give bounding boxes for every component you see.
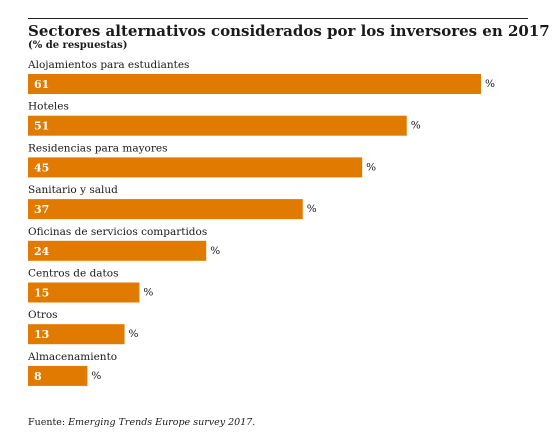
unit-label: %	[143, 287, 153, 299]
chart-subtitle: (% de respuestas)	[28, 40, 128, 51]
source-note: Fuente: Emerging Trends Europe survey 20…	[28, 417, 255, 428]
category-label: Residencias para mayores	[28, 142, 167, 154]
unit-label: %	[307, 203, 317, 215]
bar	[28, 282, 140, 303]
category-label: Oficinas de servicios compartidos	[28, 226, 207, 238]
category-label: Centros de datos	[28, 268, 118, 280]
bar	[28, 74, 481, 94]
category-label: Otros	[28, 309, 58, 321]
unit-label: %	[129, 328, 139, 340]
value-label: 51	[34, 120, 49, 133]
unit-label: %	[210, 245, 220, 257]
value-label: 13	[34, 328, 49, 341]
value-label: 24	[34, 245, 50, 258]
category-label: Almacenamiento	[27, 351, 117, 363]
bar	[28, 199, 303, 220]
value-label: 15	[34, 287, 49, 300]
source-prefix: Fuente:	[28, 417, 69, 428]
bar	[28, 115, 407, 136]
category-label: Sanitario y salud	[28, 184, 118, 196]
bar	[28, 240, 207, 261]
unit-label: %	[411, 120, 421, 132]
unit-label: %	[485, 78, 495, 90]
category-label: Alojamientos para estudiantes	[27, 59, 189, 71]
source-name: Emerging Trends Europe survey 2017.	[68, 417, 256, 428]
value-label: 37	[34, 203, 49, 216]
top-rule	[28, 18, 528, 19]
unit-label: %	[366, 161, 376, 173]
value-label: 61	[34, 78, 49, 91]
unit-label: %	[91, 370, 101, 382]
bar	[28, 365, 88, 386]
bar	[28, 324, 125, 345]
value-label: 45	[34, 161, 49, 174]
bar	[28, 157, 363, 178]
chart-title: Sectores alternativos considerados por l…	[28, 22, 550, 40]
value-label: 8	[34, 370, 42, 383]
category-label: Hoteles	[28, 101, 69, 113]
